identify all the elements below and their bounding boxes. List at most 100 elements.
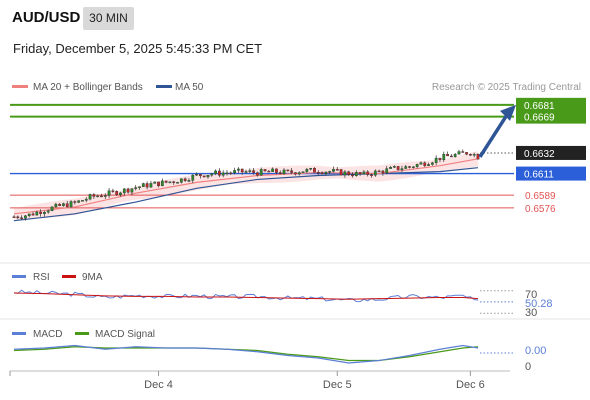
candle — [267, 170, 271, 173]
timeframe-badge[interactable]: 30 MIN — [83, 7, 134, 30]
candle-body — [469, 154, 472, 156]
target-tag-label: 0.6681 — [524, 101, 555, 112]
candle-body — [381, 170, 385, 174]
candle-body — [198, 174, 202, 177]
candle — [438, 157, 442, 163]
rsi-last-value: 50.28 — [525, 298, 553, 310]
candle-body — [31, 213, 35, 216]
candle — [122, 188, 126, 196]
candle — [408, 166, 411, 169]
candle-body — [297, 172, 301, 175]
candle-body — [240, 168, 244, 173]
x-axis-date-label: Dec 6 — [456, 379, 485, 391]
candle — [305, 167, 309, 174]
candle-body — [335, 169, 339, 171]
candle-body — [81, 200, 84, 202]
candle-body — [275, 168, 278, 173]
candle-body — [153, 181, 157, 184]
candle-body — [237, 168, 240, 171]
candle-body — [446, 154, 449, 157]
candle-body — [100, 195, 103, 198]
candle — [198, 174, 202, 179]
candle — [339, 168, 343, 176]
candle-body — [442, 154, 446, 161]
candle — [111, 188, 115, 193]
forecast-arrow-head — [500, 104, 516, 121]
candle-body — [187, 180, 191, 182]
candle — [141, 182, 145, 187]
candle — [453, 153, 457, 158]
candle — [290, 168, 294, 175]
candle — [134, 184, 138, 191]
candle — [233, 167, 236, 175]
candle — [309, 167, 313, 171]
candle — [411, 166, 415, 169]
candle — [50, 206, 54, 212]
candle — [84, 197, 88, 203]
candle-body — [362, 171, 366, 174]
support-price-label: 0.6589 — [525, 191, 556, 202]
candle — [157, 181, 160, 188]
candle-body — [183, 178, 187, 181]
candle — [217, 168, 221, 178]
candle — [335, 166, 339, 171]
candle — [248, 168, 252, 174]
candle — [434, 155, 438, 166]
candle — [221, 170, 225, 178]
candle — [419, 161, 423, 165]
candle-body — [449, 155, 453, 158]
candle-body — [54, 203, 58, 208]
candle-body — [119, 192, 122, 195]
resistance-price-tag: 0.6669 — [516, 109, 586, 124]
candle — [366, 170, 370, 177]
candle — [275, 168, 278, 175]
candle-body — [423, 162, 427, 166]
candle — [415, 163, 419, 169]
candle — [423, 161, 427, 168]
candle-body — [324, 171, 328, 174]
candle-body — [385, 168, 389, 174]
candle-body — [126, 188, 130, 193]
candle — [96, 194, 100, 198]
candle-body — [233, 170, 236, 174]
candle-body — [244, 171, 248, 173]
candle-body — [278, 172, 282, 174]
candle-body — [351, 174, 354, 177]
candle — [31, 211, 35, 216]
candle-body — [149, 183, 153, 188]
candle — [469, 153, 472, 157]
rsi-ma-line — [13, 292, 479, 300]
candle — [294, 172, 297, 176]
candle-body — [434, 157, 438, 163]
candle-body — [35, 211, 39, 216]
candle — [240, 168, 244, 175]
candle — [313, 167, 316, 173]
candle — [187, 178, 191, 183]
candle — [100, 193, 103, 198]
candle-body — [229, 172, 233, 175]
candle-body — [134, 187, 138, 189]
candle-body — [191, 174, 195, 181]
candle — [149, 180, 153, 188]
candle — [172, 180, 176, 185]
candle — [282, 168, 286, 175]
ma20-legend-swatch — [12, 85, 28, 88]
candle — [347, 170, 351, 176]
candle — [373, 169, 377, 177]
candle-body — [377, 170, 381, 173]
candle — [92, 193, 96, 199]
rsi-tick-30: 30 — [525, 307, 537, 319]
x-axis-date-label: Dec 4 — [144, 379, 173, 391]
pivot-tag-bg — [516, 166, 586, 181]
candle — [389, 165, 392, 169]
candle-body — [396, 166, 400, 170]
candle-body — [263, 169, 267, 172]
candle-body — [225, 172, 229, 175]
candle-body — [370, 174, 373, 176]
candle-body — [62, 203, 65, 206]
candle-body — [111, 190, 115, 192]
candle-body — [453, 153, 457, 157]
candle-body — [415, 164, 419, 168]
candle-body — [58, 203, 62, 206]
